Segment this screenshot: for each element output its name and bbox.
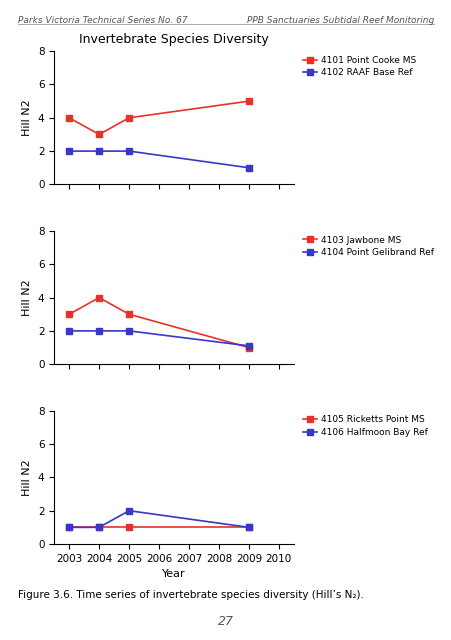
Legend: 4101 Point Cooke MS, 4102 RAAF Base Ref: 4101 Point Cooke MS, 4102 RAAF Base Ref <box>303 56 415 77</box>
Text: Figure 3.6. Time series of invertebrate species diversity (Hill’s N₂).: Figure 3.6. Time series of invertebrate … <box>18 590 363 600</box>
Title: Invertebrate Species Diversity: Invertebrate Species Diversity <box>79 33 268 46</box>
Legend: 4105 Ricketts Point MS, 4106 Halfmoon Bay Ref: 4105 Ricketts Point MS, 4106 Halfmoon Ba… <box>303 415 427 437</box>
Text: PPB Sanctuaries Subtidal Reef Monitoring: PPB Sanctuaries Subtidal Reef Monitoring <box>246 16 433 25</box>
Legend: 4103 Jawbone MS, 4104 Point Gelibrand Ref: 4103 Jawbone MS, 4104 Point Gelibrand Re… <box>303 236 433 257</box>
Text: Parks Victoria Technical Series No. 67: Parks Victoria Technical Series No. 67 <box>18 16 187 25</box>
Y-axis label: Hill N2: Hill N2 <box>22 279 32 316</box>
Y-axis label: Hill N2: Hill N2 <box>22 99 32 136</box>
X-axis label: Year: Year <box>162 569 185 579</box>
Text: 27: 27 <box>217 616 234 628</box>
Y-axis label: Hill N2: Hill N2 <box>22 459 32 496</box>
